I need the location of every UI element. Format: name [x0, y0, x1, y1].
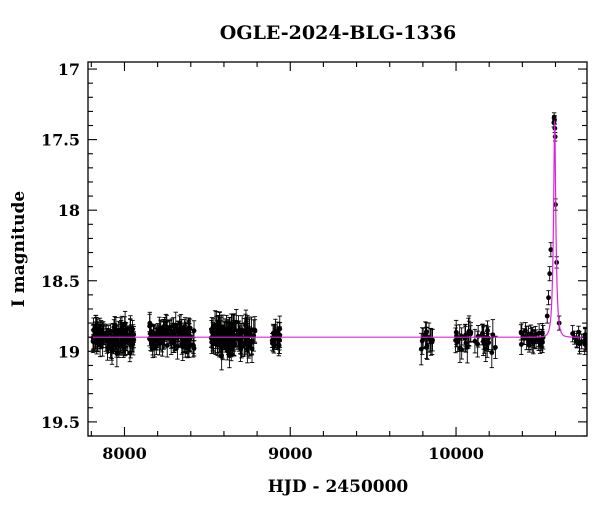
data-point [169, 318, 175, 346]
data-point [150, 332, 156, 356]
data-point [225, 328, 231, 356]
event-point [547, 266, 553, 282]
data-point [428, 328, 434, 356]
data-point [252, 319, 258, 343]
y-tick-label: 17.5 [41, 131, 80, 150]
model-curve [88, 120, 587, 338]
y-axis: 17 17.5 18 18.5 19 19.5 [41, 60, 587, 437]
data-point [570, 324, 576, 343]
data-point [177, 315, 182, 332]
data-point [518, 333, 524, 356]
data-point [127, 318, 133, 339]
chart-title: OGLE-2024-BLG-1336 [220, 22, 456, 44]
data-point [530, 329, 536, 353]
data-point [147, 311, 153, 335]
data-points [90, 112, 587, 371]
data-point [230, 323, 235, 356]
data-point [107, 332, 113, 348]
data-point [101, 323, 106, 345]
data-point [222, 321, 228, 348]
data-point [577, 333, 582, 355]
data-point [472, 328, 478, 354]
y-tick-label: 19.5 [41, 413, 80, 432]
x-tick-label: 10000 [428, 444, 484, 463]
y-axis-label: I magnitude [9, 191, 29, 308]
y-tick-label: 17 [58, 60, 80, 79]
data-point [124, 326, 130, 344]
data-point [243, 313, 248, 337]
data-point [249, 327, 254, 355]
data-point [171, 326, 177, 354]
x-tick-label: 9000 [268, 444, 313, 463]
plot-frame [87, 61, 588, 437]
data-point [490, 319, 496, 351]
data-point [242, 318, 248, 344]
data-point [533, 325, 538, 344]
data-point [158, 333, 163, 351]
y-tick-label: 19 [58, 342, 80, 361]
data-point [424, 331, 430, 360]
data-point [191, 340, 197, 357]
data-point [493, 335, 498, 359]
data-point [93, 316, 99, 345]
x-tick-label: 8000 [102, 444, 147, 463]
x-axis-label: HJD - 2450000 [268, 477, 409, 497]
plot-area [88, 112, 587, 371]
y-tick-label: 18.5 [41, 272, 80, 291]
data-point [480, 323, 485, 343]
data-point [113, 328, 119, 352]
data-point [131, 326, 137, 344]
data-point [418, 332, 424, 366]
x-axis: 8000 9000 10000 [90, 62, 557, 463]
y-tick-label: 18 [58, 201, 80, 220]
data-point [272, 325, 278, 345]
data-point [453, 319, 459, 345]
event-point [548, 242, 554, 258]
event-point [544, 308, 550, 324]
event-point [546, 290, 551, 306]
